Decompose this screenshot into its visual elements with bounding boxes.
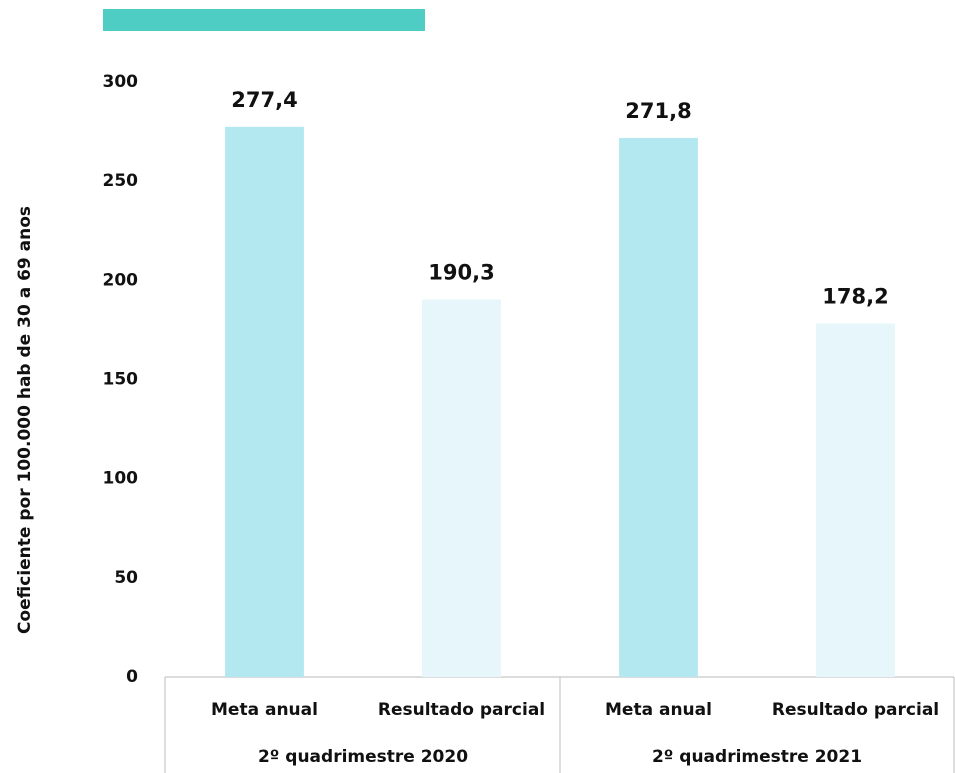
bar: [225, 126, 304, 677]
x-tick-label: Resultado parcial: [378, 700, 545, 720]
group-label: 2º quadrimestre 2020: [258, 747, 468, 767]
y-tick-label: 0: [126, 667, 138, 687]
x-tick-label: Meta anual: [211, 700, 318, 720]
value-label: 277,4: [231, 88, 297, 112]
y-tick-label: 200: [103, 270, 139, 290]
group-label: 2º quadrimestre 2021: [652, 747, 862, 767]
y-tick-label: 50: [114, 568, 138, 588]
value-label: 190,3: [428, 261, 494, 285]
value-label: 271,8: [625, 99, 691, 123]
y-axis-title: Coeficiente por 100.000 hab de 30 a 69 a…: [15, 206, 35, 634]
bar: [422, 299, 501, 677]
y-tick-label: 100: [103, 469, 139, 489]
y-tick-label: 300: [103, 72, 139, 92]
y-tick-label: 150: [103, 370, 139, 390]
y-tick-label: 250: [103, 171, 139, 191]
bar: [816, 323, 895, 677]
header-band: [103, 9, 425, 31]
value-label: 178,2: [822, 285, 888, 309]
x-tick-label: Meta anual: [605, 700, 712, 720]
bar: [619, 137, 698, 677]
x-tick-label: Resultado parcial: [772, 700, 939, 720]
